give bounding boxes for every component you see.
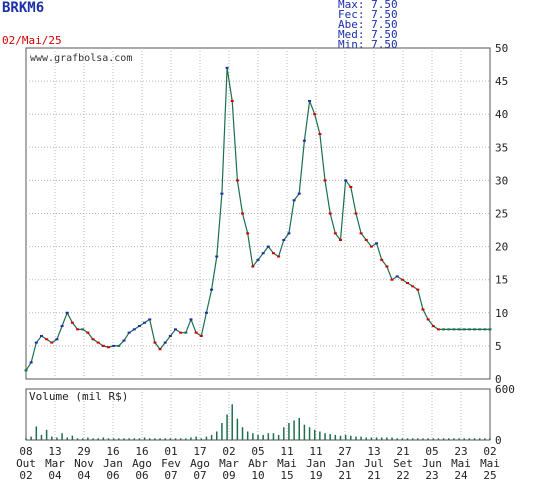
stat-max-value: 7.50 — [371, 0, 398, 11]
x-tick-label: Fev — [161, 457, 181, 470]
x-tick-label: Mar — [219, 457, 239, 470]
x-tick-label: Jan — [103, 457, 123, 470]
x-tick-label: 02 — [19, 469, 32, 482]
price-tick-label: 45 — [495, 75, 508, 88]
x-tick-label: Jul — [364, 457, 384, 470]
x-tick-label: 16 — [135, 445, 148, 458]
x-tick-label: Mai — [277, 457, 297, 470]
price-marks — [24, 66, 492, 372]
price-stats: Max: 7.50 Fec: 7.50 Abe: 7.50 Med: 7.50 … — [338, 0, 398, 50]
stat-avg-label: Med: — [338, 28, 365, 41]
x-tick-label: 02 — [222, 445, 235, 458]
stat-min: Min: 7.50 — [338, 38, 398, 51]
stat-max: Max: 7.50 — [338, 0, 398, 10]
volume-marks — [25, 404, 491, 440]
x-tick-label: 04 — [77, 469, 91, 482]
x-tick-label: 23 — [425, 469, 438, 482]
x-tick-label: Mai — [451, 457, 471, 470]
x-tick-label: 11 — [309, 445, 322, 458]
x-tick-label: Ago — [190, 457, 210, 470]
x-tick-label: Nov — [74, 457, 94, 470]
x-tick-label: Jan — [335, 457, 355, 470]
stat-min-label: Min: — [338, 38, 365, 51]
ticker-symbol: BRKM6 — [2, 0, 45, 16]
x-tick-label: 27 — [338, 445, 351, 458]
price-tick-label: 10 — [495, 307, 508, 320]
price-tick-label: 50 — [495, 42, 508, 55]
x-tick-label: 16 — [106, 445, 119, 458]
x-tick-label: Set — [393, 457, 413, 470]
x-tick-label: 06 — [135, 469, 148, 482]
x-tick-label: Out — [16, 457, 36, 470]
x-tick-label: 21 — [338, 469, 351, 482]
price-grid — [26, 48, 490, 379]
price-tick-label: 20 — [495, 241, 508, 254]
x-tick-label: Mai — [480, 457, 500, 470]
last-date: 02/Mai/25 — [2, 34, 62, 47]
x-tick-label: 11 — [280, 445, 293, 458]
x-tick-label: 23 — [454, 445, 467, 458]
stat-min-value: 7.50 — [371, 38, 398, 51]
x-tick-label: Ago — [132, 457, 152, 470]
volume-tick-label: 0 — [495, 434, 502, 447]
stat-open-value: 7.50 — [371, 18, 398, 31]
stat-avg-value: 7.50 — [371, 28, 398, 41]
x-tick-label: 05 — [425, 445, 438, 458]
x-tick-label: 25 — [483, 469, 496, 482]
watermark: www.grafbolsa.com — [30, 53, 132, 64]
price-tick-label: 15 — [495, 274, 508, 287]
x-tick-label: 15 — [280, 469, 293, 482]
x-tick-label: 29 — [77, 445, 90, 458]
stat-close: Fec: 7.50 — [338, 8, 398, 21]
price-tick-label: 35 — [495, 141, 508, 154]
x-tick-label: 02 — [483, 445, 496, 458]
x-tick-label: 04 — [48, 469, 62, 482]
price-tick-label: 40 — [495, 108, 508, 121]
x-axis: 08Out0213Mar0429Nov0416Jan0616Ago0601Fev… — [16, 445, 500, 482]
stat-avg: Med: 7.50 — [338, 28, 398, 41]
stat-open-label: Abe: — [338, 18, 365, 31]
volume-tick-label: 600 — [495, 383, 515, 396]
x-tick-label: 22 — [396, 469, 409, 482]
x-tick-label: 13 — [367, 445, 380, 458]
x-tick-label: 01 — [164, 445, 177, 458]
volume-y-axis: 0 600 — [495, 383, 515, 447]
stat-open: Abe: 7.50 — [338, 18, 398, 31]
stat-close-value: 7.50 — [371, 8, 398, 21]
price-tick-label: 30 — [495, 174, 508, 187]
x-tick-label: Mar — [45, 457, 65, 470]
stat-max-label: Max: — [338, 0, 365, 11]
price-tick-label: 5 — [495, 340, 502, 353]
x-tick-label: 07 — [193, 469, 206, 482]
x-tick-label: 21 — [367, 469, 380, 482]
price-tick-label: 25 — [495, 208, 508, 221]
volume-label: Volume (mil R$) — [29, 390, 128, 403]
x-tick-label: 07 — [164, 469, 177, 482]
x-tick-label: 09 — [222, 469, 235, 482]
x-tick-label: 13 — [48, 445, 61, 458]
x-tick-label: 08 — [19, 445, 32, 458]
x-tick-label: 21 — [396, 445, 409, 458]
x-tick-label: 05 — [251, 445, 264, 458]
x-tick-label: 24 — [454, 469, 468, 482]
x-tick-label: 06 — [106, 469, 119, 482]
x-tick-label: 19 — [309, 469, 322, 482]
x-tick-label: 10 — [251, 469, 264, 482]
stat-close-label: Fec: — [338, 8, 365, 21]
x-tick-label: Abr — [248, 457, 268, 470]
x-tick-label: Jan — [306, 457, 326, 470]
x-tick-label: 17 — [193, 445, 206, 458]
volume-grid — [54, 389, 462, 440]
price-y-axis: 0 5 10 15 20 25 30 35 40 45 50 — [495, 42, 508, 386]
price-panel: www.grafbolsa.com 0 5 10 15 20 25 30 35 40 45 50 — [24, 42, 508, 386]
x-tick-label: Jun — [422, 457, 442, 470]
volume-panel: Volume (mil R$) 0 600 — [25, 383, 515, 447]
price-tick-label: 0 — [495, 373, 502, 386]
